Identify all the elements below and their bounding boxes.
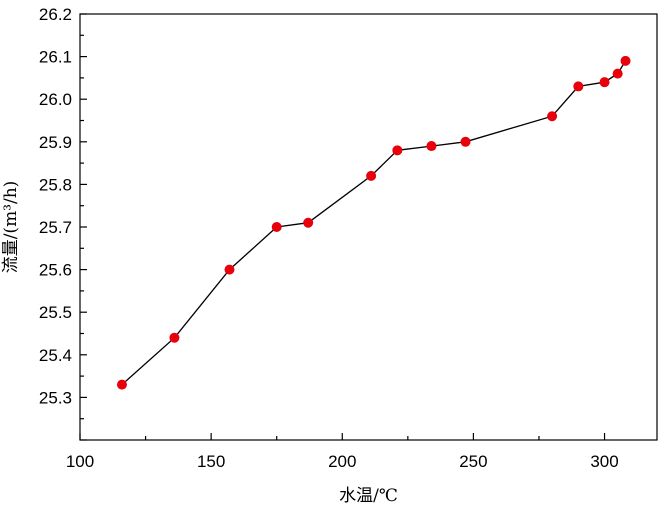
y-tick-label: 25.4 bbox=[39, 346, 72, 365]
x-axis-title: 水温/℃ bbox=[339, 486, 398, 506]
data-point bbox=[612, 68, 623, 79]
plot-frame bbox=[79, 13, 658, 441]
y-tick-label: 26.2 bbox=[39, 5, 72, 24]
x-tick-label: 250 bbox=[459, 452, 487, 471]
plot-layer: 100 150 200 250 300 25.3 25.4 25.5 25.6 25.7 25.8 2… bbox=[39, 5, 658, 471]
data-point bbox=[303, 217, 314, 228]
data-point bbox=[573, 81, 584, 92]
y-tick-label: 26.1 bbox=[39, 48, 72, 67]
y-tick-label: 25.6 bbox=[39, 261, 72, 280]
y-axis-title: 流量/(m³/h) bbox=[1, 181, 21, 274]
data-point bbox=[426, 141, 437, 152]
data-point bbox=[392, 145, 403, 156]
x-tick-label: 300 bbox=[590, 452, 618, 471]
y-tick-label: 25.8 bbox=[39, 175, 72, 194]
data-point bbox=[599, 77, 610, 88]
y-tick-label: 25.3 bbox=[39, 388, 72, 407]
y-tick-label: 26.0 bbox=[39, 90, 72, 109]
data-point bbox=[620, 55, 631, 66]
data-point bbox=[271, 222, 282, 232]
data-point bbox=[547, 111, 558, 122]
data-point bbox=[366, 170, 377, 181]
y-tick-label: 25.9 bbox=[39, 133, 72, 152]
data-point bbox=[169, 332, 180, 343]
x-tick-label: 150 bbox=[197, 452, 225, 471]
x-tick-label: 200 bbox=[328, 452, 356, 471]
y-tick-label: 25.5 bbox=[39, 303, 72, 322]
series-line bbox=[121, 60, 627, 386]
data-point bbox=[460, 136, 471, 147]
data-point bbox=[116, 379, 127, 390]
data-point bbox=[224, 264, 235, 275]
y-tick-label: 25.7 bbox=[39, 218, 72, 237]
x-tick-label: 100 bbox=[66, 452, 94, 471]
